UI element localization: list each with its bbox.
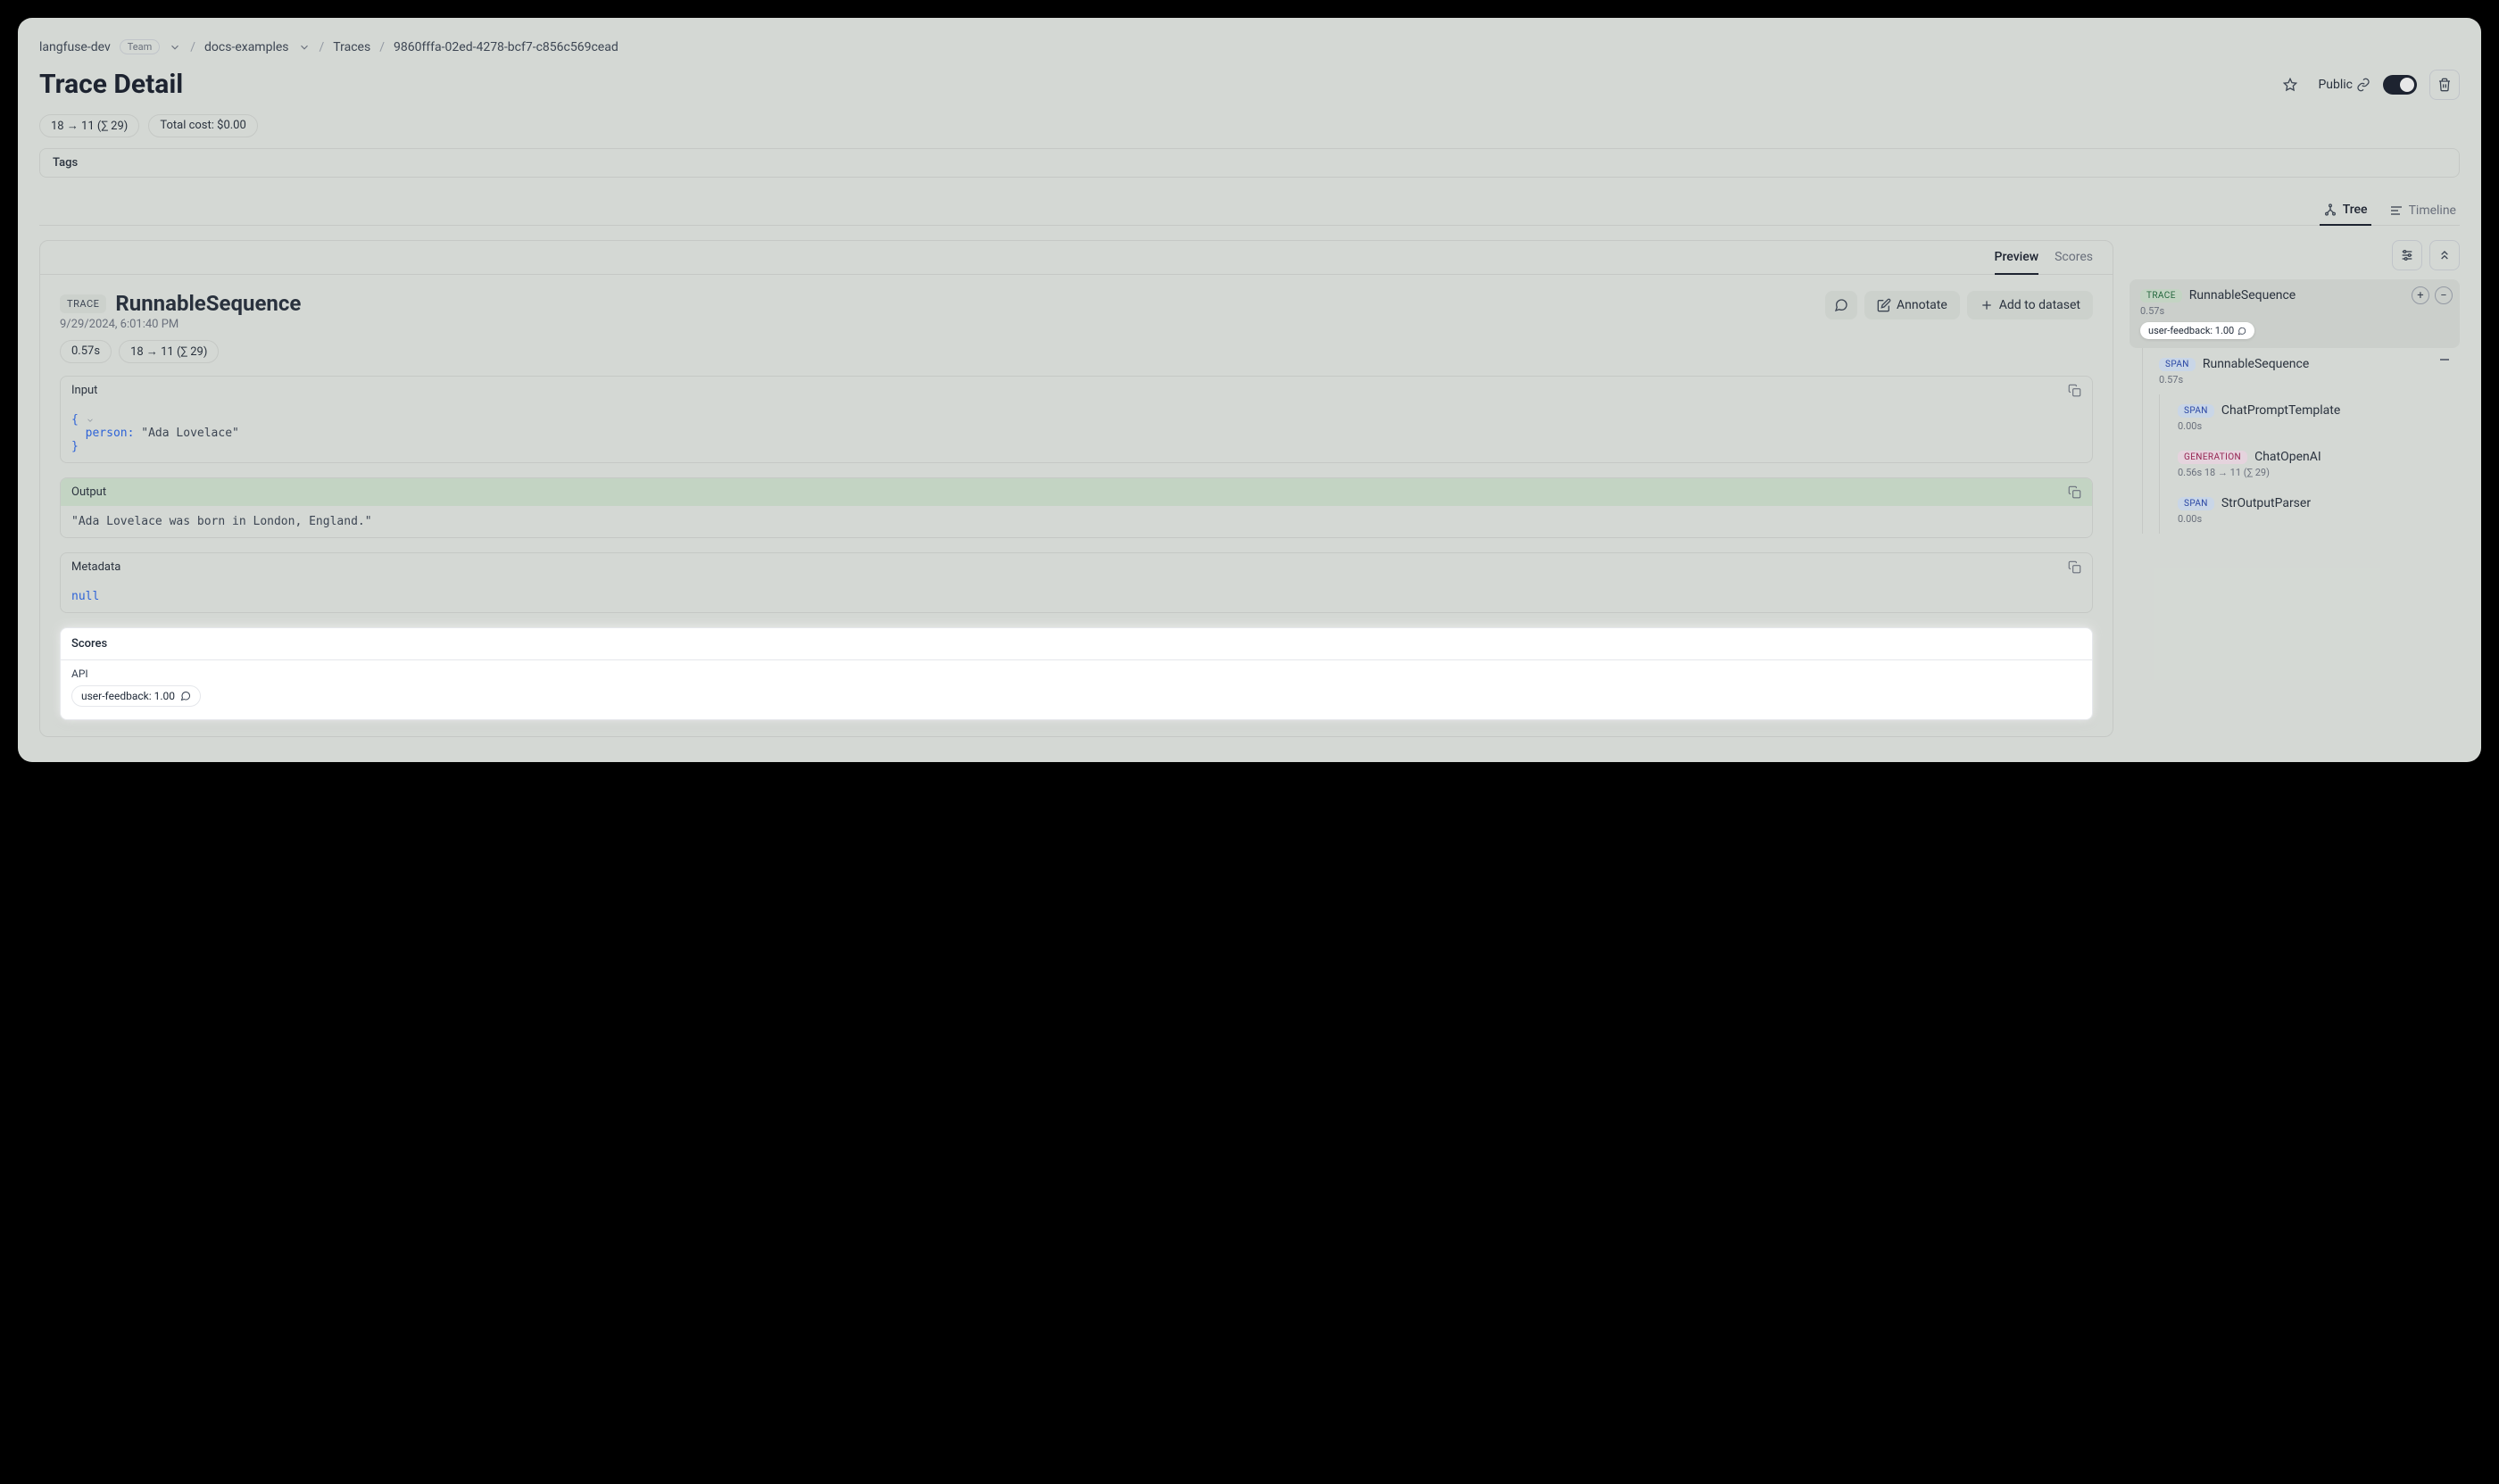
annotate-button[interactable]: Annotate	[1864, 291, 1960, 319]
breadcrumb-sep: /	[320, 40, 325, 54]
metadata-label: Metadata	[71, 560, 120, 574]
tree-icon	[2323, 203, 2337, 217]
scores-header: Scores	[61, 628, 2092, 660]
breadcrumb-sep: /	[379, 40, 385, 54]
tree-node-prompt[interactable]: SPAN ChatPromptTemplate 0.00s	[2167, 394, 2460, 441]
tags-row[interactable]: Tags	[39, 148, 2460, 178]
node-meta: 0.56s 18 → 11 (∑ 29)	[2178, 467, 2449, 478]
tab-timeline[interactable]: Timeline	[2386, 195, 2460, 225]
tree-node-seq[interactable]: SPAN RunnableSequence 0.57s	[2148, 348, 2460, 394]
breadcrumb: langfuse-dev Team / docs-examples / Trac…	[39, 39, 2460, 54]
trace-id[interactable]: 9860fffa-02ed-4278-bcf7-c856c569cead	[394, 40, 619, 54]
node-badge: SPAN	[2178, 497, 2214, 510]
input-body: { person: "Ada Lovelace" }	[61, 404, 2092, 462]
comment-button[interactable]	[1825, 291, 1857, 319]
link-icon	[2356, 78, 2370, 92]
page-title: Trace Detail	[39, 69, 183, 100]
copy-icon[interactable]	[2068, 384, 2081, 397]
api-label: API	[71, 667, 2081, 680]
tree-panel: + − TRACE RunnableSequence 0.57s user-fe…	[2130, 240, 2460, 534]
node-meta: 0.57s	[2140, 305, 2449, 317]
breadcrumb-sep: /	[190, 40, 195, 54]
input-section: Input { person: "Ada Lovelace" }	[60, 376, 2093, 463]
copy-icon[interactable]	[2068, 485, 2081, 499]
node-name: ChatPromptTemplate	[2221, 403, 2340, 418]
panel-tab-preview[interactable]: Preview	[1995, 250, 2039, 275]
add-node-button[interactable]: +	[2412, 286, 2429, 304]
chevron-down-icon[interactable]	[169, 41, 181, 54]
trace-name: RunnableSequence	[115, 291, 301, 316]
node-badge: SPAN	[2178, 404, 2214, 418]
collapse-icon	[2437, 248, 2452, 262]
main-panel: Preview Scores TRACE RunnableSequence 9/…	[39, 240, 2113, 737]
collapse-toggle[interactable]	[2440, 359, 2449, 361]
tree-node-openai[interactable]: GENERATION ChatOpenAI 0.56s 18 → 11 (∑ 2…	[2167, 441, 2460, 487]
comment-icon	[2237, 327, 2246, 336]
settings-button[interactable]	[2392, 240, 2422, 270]
node-name: ChatOpenAI	[2254, 450, 2321, 464]
remove-node-button[interactable]: −	[2435, 286, 2453, 304]
node-badge: SPAN	[2159, 358, 2196, 371]
node-name: StrOutputParser	[2221, 496, 2311, 510]
timeline-icon	[2389, 203, 2404, 218]
tokens-pill: 18 → 11 (∑ 29)	[39, 114, 139, 137]
public-label: Public	[2318, 78, 2370, 92]
metadata-section: Metadata null	[60, 552, 2093, 613]
cost-pill: Total cost: $0.00	[148, 114, 257, 137]
delete-button[interactable]	[2429, 70, 2460, 100]
input-label: Input	[71, 384, 97, 397]
team-badge: Team	[120, 39, 161, 54]
output-body: "Ada Lovelace was born in London, Englan…	[61, 506, 2092, 537]
score-pill[interactable]: user-feedback: 1.00	[71, 685, 201, 707]
collapse-all-button[interactable]	[2429, 240, 2460, 270]
sliders-icon	[2400, 248, 2414, 262]
tokens-pill-sub: 18 → 11 (∑ 29)	[119, 340, 219, 363]
scores-section: Scores API user-feedback: 1.00	[60, 627, 2093, 720]
edit-icon	[1877, 298, 1891, 312]
output-section: Output "Ada Lovelace was born in London,…	[60, 477, 2093, 538]
latency-pill: 0.57s	[60, 340, 112, 363]
trace-badge: TRACE	[60, 294, 106, 313]
public-toggle[interactable]	[2383, 75, 2417, 95]
node-name: RunnableSequence	[2189, 288, 2296, 303]
node-meta: 0.57s	[2159, 374, 2449, 386]
project-name[interactable]: docs-examples	[204, 40, 288, 54]
metadata-body: null	[61, 581, 2092, 612]
node-score-pill[interactable]: user-feedback: 1.00	[2140, 322, 2254, 339]
comment-icon	[180, 691, 191, 701]
tab-tree[interactable]: Tree	[2320, 195, 2371, 226]
copy-icon[interactable]	[2068, 560, 2081, 574]
tree-node-parser[interactable]: SPAN StrOutputParser 0.00s	[2167, 487, 2460, 534]
add-dataset-button[interactable]: Add to dataset	[1967, 291, 2093, 319]
node-name: RunnableSequence	[2203, 357, 2309, 371]
trace-date: 9/29/2024, 6:01:40 PM	[60, 318, 301, 331]
chevron-down-icon[interactable]	[298, 41, 311, 54]
org-name[interactable]: langfuse-dev	[39, 40, 111, 54]
node-meta: 0.00s	[2178, 420, 2449, 432]
star-button[interactable]	[2275, 70, 2305, 100]
tree-node-root[interactable]: + − TRACE RunnableSequence 0.57s user-fe…	[2130, 279, 2460, 348]
section-name[interactable]: Traces	[333, 40, 370, 54]
node-badge: TRACE	[2140, 289, 2182, 303]
comment-icon	[1834, 298, 1848, 312]
node-badge: GENERATION	[2178, 451, 2247, 464]
plus-icon	[1980, 298, 1994, 312]
node-meta: 0.00s	[2178, 513, 2449, 525]
panel-tab-scores[interactable]: Scores	[2055, 250, 2093, 274]
output-label: Output	[71, 485, 106, 499]
